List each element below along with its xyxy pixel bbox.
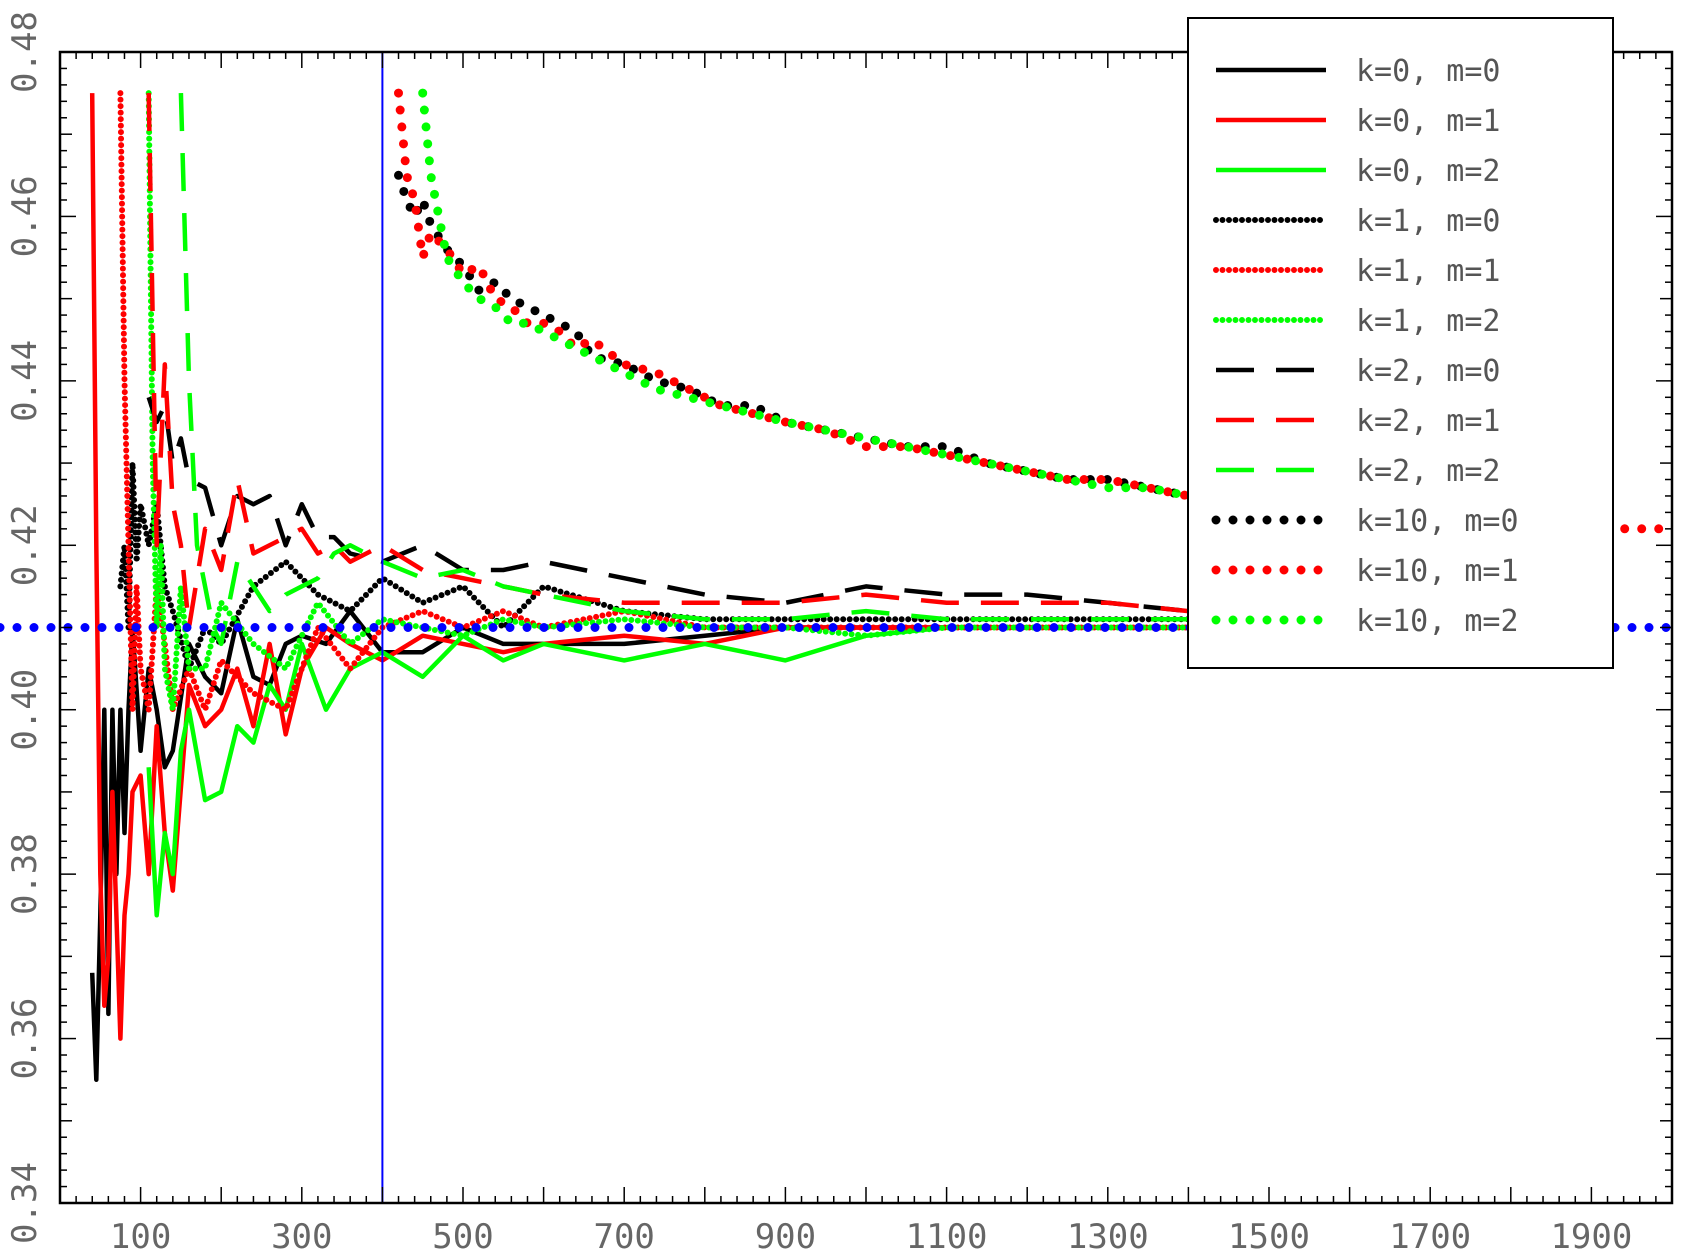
series-line-2 [146, 625, 1189, 918]
x-tick-label: 1300 [1067, 1217, 1149, 1257]
legend-box [1187, 17, 1614, 669]
plot-area [89, 88, 1672, 1082]
legend-label: k=0, m=1 [1356, 104, 1501, 139]
legend-label: k=2, m=0 [1356, 354, 1501, 389]
series-line-6 [146, 396, 1189, 614]
y-tick-label: 0.38 [5, 833, 45, 915]
y-tick-label: 0.46 [5, 175, 45, 257]
x-tick-label: 1500 [1228, 1217, 1310, 1257]
axes: 100 300 500 700 900 1100 1300 1500 1700 1900 0.34 0… [5, 11, 1674, 1257]
legend-item[interactable]: k=0, m=1 [1216, 104, 1501, 139]
legend-item[interactable]: k=0, m=2 [1216, 154, 1501, 189]
legend-label: k=0, m=2 [1356, 154, 1501, 189]
legend-item[interactable]: k=10, m=2 [1211, 604, 1519, 639]
legend-label: k=2, m=1 [1356, 404, 1501, 439]
legend-item[interactable]: k=0, m=0 [1216, 54, 1501, 89]
legend-label: k=10, m=2 [1356, 604, 1519, 639]
legend-item[interactable]: k=1, m=2 [1213, 304, 1501, 339]
legend-item[interactable]: k=1, m=0 [1213, 204, 1501, 239]
legend-item[interactable]: k=2, m=2 [1216, 454, 1501, 489]
legend-item[interactable]: k=10, m=1 [1211, 554, 1519, 589]
x-tick-label: 1700 [1389, 1217, 1471, 1257]
x-tick-label: 1100 [906, 1217, 988, 1257]
legend-item[interactable]: k=1, m=1 [1213, 254, 1501, 289]
series-line-5 [145, 90, 1192, 713]
legend-label: k=2, m=2 [1356, 454, 1501, 489]
x-tick-label: 100 [110, 1217, 171, 1257]
series-line-4 [117, 90, 1192, 713]
x-tick-label: 500 [432, 1217, 493, 1257]
legend-item[interactable]: k=2, m=0 [1216, 354, 1501, 389]
legend-item[interactable]: k=2, m=1 [1216, 404, 1501, 439]
series-line-0 [89, 608, 1189, 1082]
y-tick-label: 0.34 [5, 1162, 45, 1244]
legend-label: k=10, m=0 [1356, 504, 1519, 539]
legend-label: k=0, m=0 [1356, 54, 1501, 89]
series-line-9 [394, 170, 1193, 501]
y-tick-label: 0.40 [5, 669, 45, 751]
series-line-11 [418, 88, 1193, 501]
legend-label: k=1, m=0 [1356, 204, 1501, 239]
y-tick-label: 0.48 [5, 11, 45, 93]
y-tick-label: 0.42 [5, 504, 45, 586]
series-line-1 [89, 93, 1189, 1041]
legend-item[interactable]: k=10, m=0 [1211, 504, 1519, 539]
x-tick-label: 1900 [1550, 1217, 1632, 1257]
legend-label: k=1, m=1 [1356, 254, 1501, 289]
legend-label: k=1, m=2 [1356, 304, 1501, 339]
x-tick-label: 900 [755, 1217, 816, 1257]
series-line-8 [178, 93, 1189, 647]
x-tick-label: 700 [593, 1217, 654, 1257]
legend[interactable]: k=0, m=0 k=0, m=1 k=0, m=2 k=1, m=0 k=1, m=1… [1187, 17, 1614, 669]
x-tick-label: 300 [271, 1217, 332, 1257]
series-line-7 [146, 93, 1189, 630]
y-tick-label: 0.36 [5, 998, 45, 1080]
y-tick-label: 0.44 [5, 340, 45, 422]
legend-label: k=10, m=1 [1356, 554, 1519, 589]
series-line-10 [394, 88, 1672, 534]
